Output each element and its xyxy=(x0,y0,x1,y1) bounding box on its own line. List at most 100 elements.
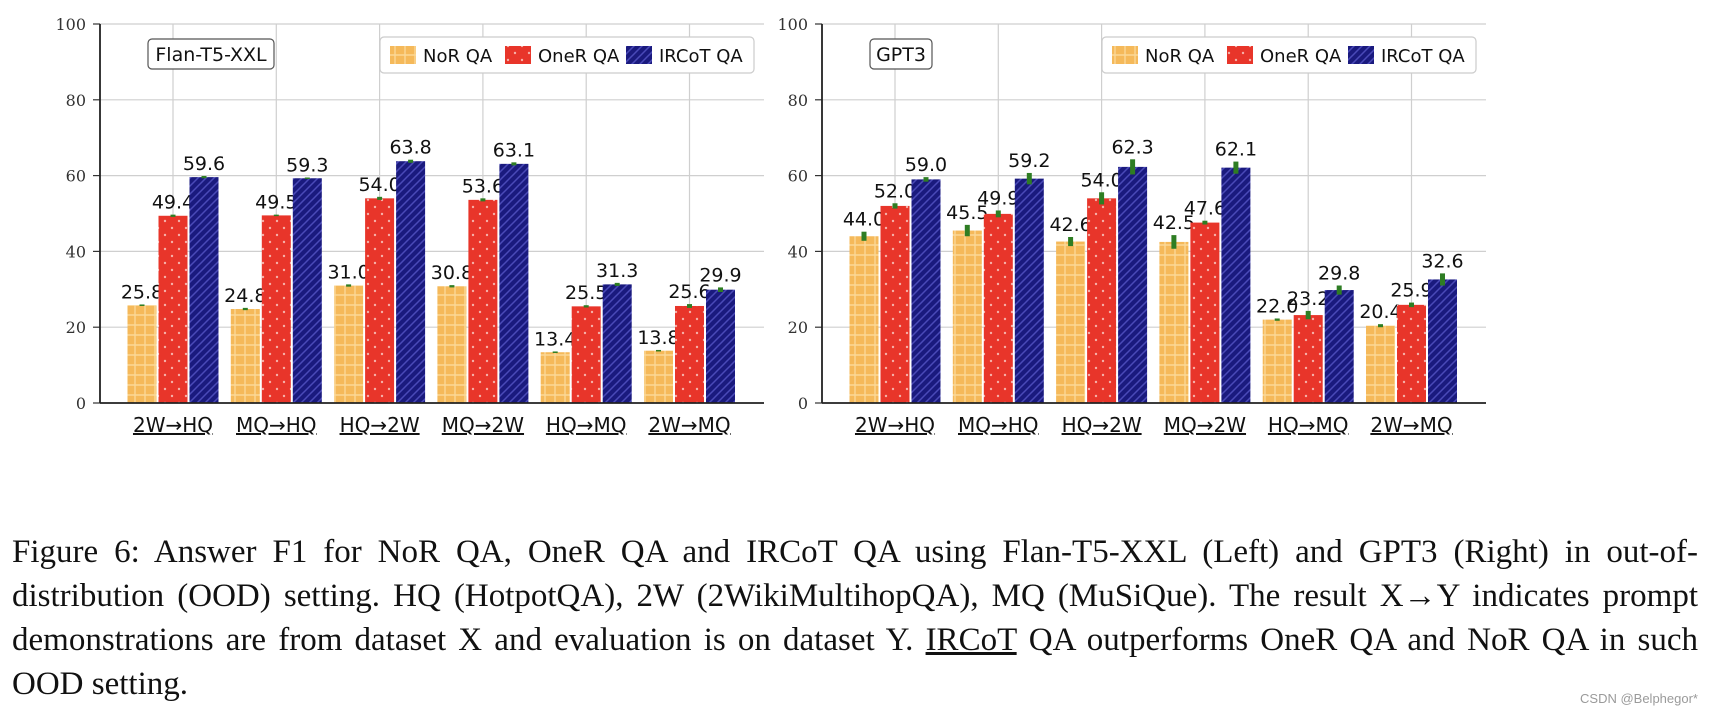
x-tick-label: 2W→MQ xyxy=(1370,413,1452,437)
chart-title: GPT3 xyxy=(876,44,926,66)
bar-nor xyxy=(952,230,982,403)
data-label: 31.0 xyxy=(327,261,369,283)
bar-nor xyxy=(1159,241,1189,403)
data-label: 44.0 xyxy=(843,209,885,231)
data-label: 49.4 xyxy=(152,192,194,214)
bar-ircot xyxy=(396,161,426,403)
y-tick-label: 0 xyxy=(76,394,86,413)
data-label: 23.2 xyxy=(1287,288,1329,310)
data-label: 59.2 xyxy=(1008,150,1050,172)
caption-text: Figure 6: Answer F1 for NoR QA, OneR QA … xyxy=(12,534,1698,658)
bar-ircot xyxy=(602,284,632,403)
x-tick-label: MQ→2W xyxy=(442,413,524,437)
data-label: 62.3 xyxy=(1111,136,1153,158)
data-label: 30.8 xyxy=(431,262,473,284)
bar-ircot xyxy=(1221,167,1251,403)
bar-nor xyxy=(1262,319,1292,403)
bar-oner xyxy=(880,205,910,403)
gpt3-chart: 0 20 40 60 80 100 44.0 45.5 42.6 42.5 22.0 20.4 52.0… xyxy=(777,15,1486,437)
x-tick-label: HQ→MQ xyxy=(546,413,627,437)
legend-swatch-ircot xyxy=(626,46,652,64)
x-tick-label: 2W→HQ xyxy=(855,413,935,437)
figure-caption: Figure 6: Answer F1 for NoR QA, OneR QA … xyxy=(12,530,1698,706)
data-label: 63.8 xyxy=(389,137,431,159)
bar-oner xyxy=(1397,304,1426,403)
data-label: 42.6 xyxy=(1049,214,1091,236)
bar-nor xyxy=(437,286,467,403)
data-label: 52.0 xyxy=(874,180,916,202)
y-tick-label: 0 xyxy=(798,394,808,413)
y-tick-label: 40 xyxy=(788,242,808,261)
bar-oner xyxy=(675,305,704,403)
data-label: 32.6 xyxy=(1421,250,1463,272)
x-tick-label: MQ→2W xyxy=(1164,413,1246,437)
y-tick-label: 20 xyxy=(788,318,808,337)
figure: 0 20 40 60 80 100 25.8 24.8 31.0 30.8 13.4 13.8 49.4… xyxy=(55,15,1486,437)
y-tick-label: 60 xyxy=(788,167,808,186)
legend-label-ircot: IRCoT QA xyxy=(1381,46,1465,67)
data-label: 25.6 xyxy=(668,281,710,303)
legend-swatch-oner xyxy=(505,46,531,64)
bar-nor xyxy=(230,309,260,403)
x-tick-label: MQ→HQ xyxy=(958,413,1039,437)
x-tick-label: HQ→MQ xyxy=(1268,413,1349,437)
legend-swatch-nor xyxy=(1112,46,1138,64)
data-label: 29.8 xyxy=(1318,263,1360,285)
bar-oner xyxy=(983,213,1013,403)
chart-title-box xyxy=(869,38,933,70)
bar-nor xyxy=(1056,241,1086,403)
bar-nor xyxy=(644,350,673,403)
data-label: 59.3 xyxy=(286,154,328,176)
bar-ircot xyxy=(292,178,322,403)
data-label: 49.5 xyxy=(255,192,297,214)
chart-title: Flan-T5-XXL xyxy=(155,44,267,66)
data-label: 59.6 xyxy=(183,153,225,175)
x-tick-label: MQ→HQ xyxy=(236,413,317,437)
x-tick-label: 2W→HQ xyxy=(133,413,213,437)
data-label: 13.4 xyxy=(534,328,576,350)
x-tick-label: HQ→2W xyxy=(340,413,420,437)
data-label: 25.9 xyxy=(1390,280,1432,302)
bar-oner xyxy=(1190,222,1220,403)
legend-box xyxy=(1101,36,1477,74)
y-tick-label: 100 xyxy=(55,15,86,34)
legend-label-nor: NoR QA xyxy=(423,46,493,67)
chart-title-box xyxy=(147,38,275,70)
data-label: 25.8 xyxy=(121,281,163,303)
y-tick-label: 40 xyxy=(66,242,86,261)
bar-ircot xyxy=(1118,166,1148,403)
bar-ircot xyxy=(911,179,941,403)
data-label: 62.1 xyxy=(1215,139,1257,161)
bar-oner xyxy=(571,306,601,403)
caption-text-end: QA outperforms OneR QA and NoR QA in suc… xyxy=(12,622,1698,702)
x-tick-label: 2W→MQ xyxy=(648,413,730,437)
data-label: 13.8 xyxy=(637,327,679,349)
bar-oner xyxy=(468,199,498,403)
data-label: 54.0 xyxy=(1080,169,1122,191)
y-tick-label: 80 xyxy=(788,91,808,110)
bar-ircot xyxy=(1324,290,1354,403)
data-label: 49.9 xyxy=(977,187,1019,209)
y-tick-label: 20 xyxy=(66,318,86,337)
bar-nor xyxy=(334,285,364,403)
legend-swatch-oner xyxy=(1227,46,1253,64)
data-label: 47.6 xyxy=(1184,198,1226,220)
bar-ircot xyxy=(1014,178,1044,403)
data-label: 22.0 xyxy=(1256,295,1298,317)
bar-nor xyxy=(127,305,157,403)
bar-ircot xyxy=(189,177,219,403)
data-label: 25.5 xyxy=(565,282,607,304)
bar-oner xyxy=(261,215,291,403)
data-label: 24.8 xyxy=(224,285,266,307)
data-label: 54.0 xyxy=(358,174,400,196)
watermark: CSDN @Belphegor* xyxy=(1580,691,1698,706)
legend-swatch-ircot xyxy=(1348,46,1374,64)
bar-oner xyxy=(1293,315,1323,403)
legend-label-oner: OneR QA xyxy=(538,46,620,67)
data-label: 59.0 xyxy=(905,154,947,176)
legend-label-oner: OneR QA xyxy=(1260,46,1342,67)
bar-nor xyxy=(540,352,570,403)
legend-swatch-nor xyxy=(390,46,416,64)
legend-label-ircot: IRCoT QA xyxy=(659,46,743,67)
legend-box xyxy=(379,36,755,74)
